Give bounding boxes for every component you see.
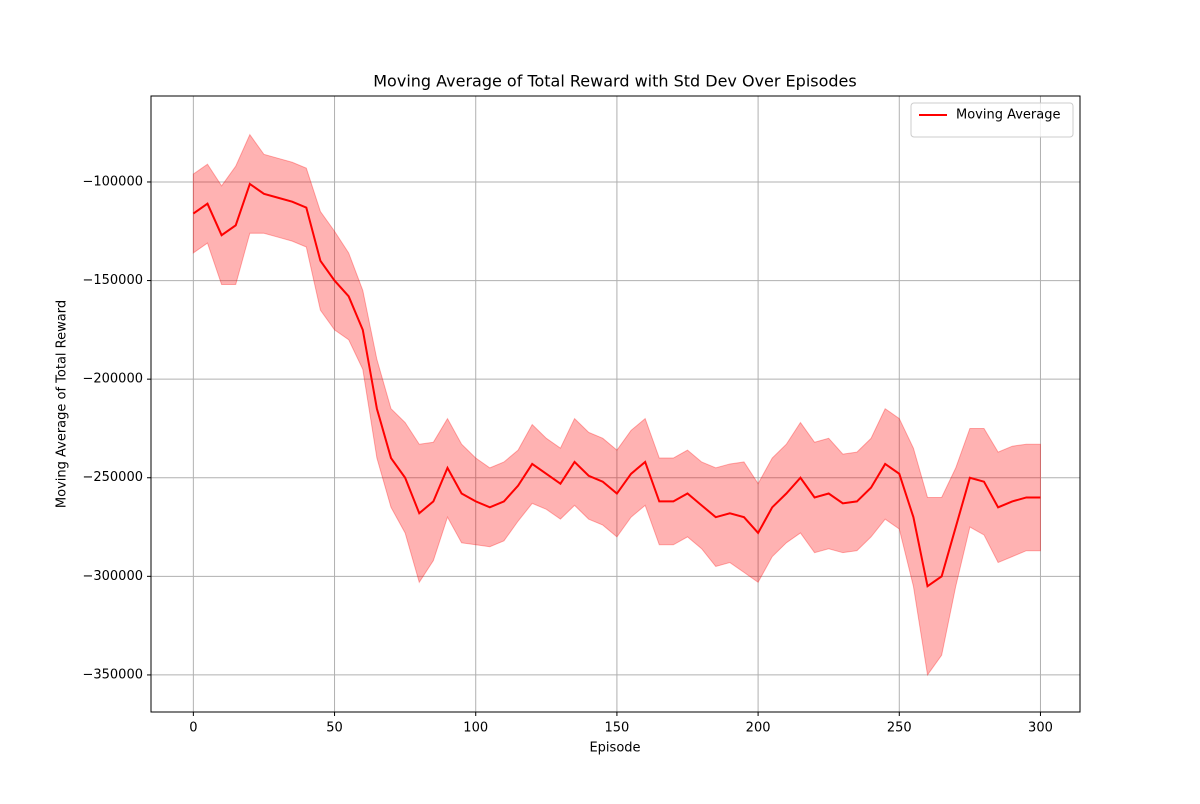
y-tick-label: −100000	[82, 174, 143, 189]
plot-frame	[150, 95, 1081, 713]
legend-label: Moving Average	[956, 108, 1060, 123]
x-tick-label: 50	[326, 721, 343, 736]
y-tick-label: −150000	[82, 273, 143, 288]
x-tick-label: 100	[463, 721, 488, 736]
x-tick-label: 150	[604, 721, 629, 736]
x-tick-label: 200	[746, 721, 771, 736]
x-axis-label: Episode	[589, 741, 640, 756]
line	[192, 182, 1041, 588]
y-axis-label: Moving Average of Total Reward	[55, 300, 70, 508]
x-tick-label: 0	[189, 721, 197, 736]
x-tick-label: 300	[1028, 721, 1053, 736]
y-tick-label: −250000	[82, 470, 143, 485]
chart-title: Moving Average of Total Reward with Std …	[373, 72, 856, 91]
legend-box	[910, 102, 1074, 138]
y-tick-label: −200000	[82, 372, 143, 387]
std-band	[192, 133, 1041, 677]
y-tick-label: −350000	[82, 667, 143, 682]
y-tick-label: −300000	[82, 569, 143, 584]
x-tick-label: 250	[887, 721, 912, 736]
